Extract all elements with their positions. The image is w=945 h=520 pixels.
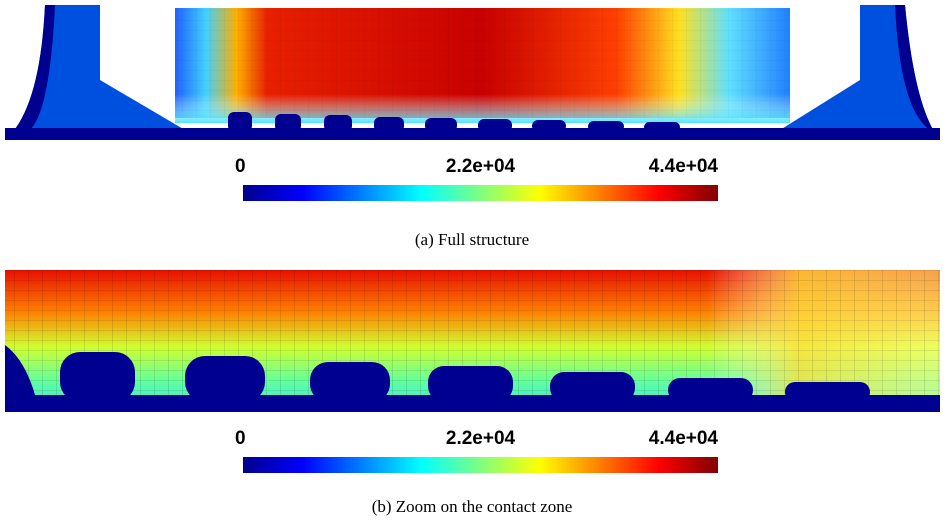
colorbar-tick-label: 4.4e+04 [649, 428, 719, 449]
colorbar-tick-label: 0 [235, 156, 246, 177]
colorbar-ticks: 0 2.2e+04 4.4e+04 [235, 428, 718, 449]
fem-full [5, 5, 940, 140]
colorbar-tick-label: 4.4e+04 [649, 156, 719, 177]
colorbar [243, 457, 718, 473]
colorbar-tick-label: 2.2e+04 [446, 428, 516, 449]
colorbar-tick-label: 2.2e+04 [446, 156, 516, 177]
colorbar [243, 185, 718, 201]
colorbar-tick-label: 0 [235, 428, 246, 449]
colorbar-ticks: 0 2.2e+04 4.4e+04 [235, 156, 718, 177]
fem-zoom [5, 270, 940, 412]
caption: (b) Zoom on the contact zone [372, 497, 573, 516]
caption: (a) Full structure [415, 230, 529, 249]
